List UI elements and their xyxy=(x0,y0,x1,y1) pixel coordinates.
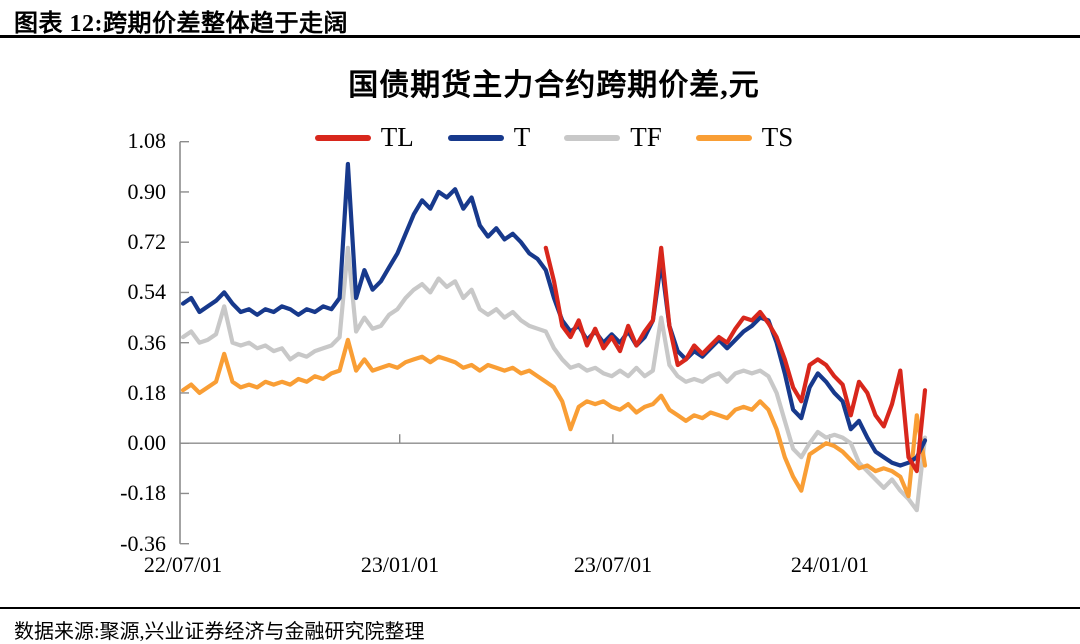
x-axis-label: 23/07/01 xyxy=(573,552,653,577)
data-source-note: 数据来源:聚源,兴业证券经济与金融研究院整理 xyxy=(14,621,425,643)
legend-label-t: T xyxy=(513,122,531,152)
figure-header: 图表 12:跨期价差整体趋于走阔 xyxy=(0,0,1080,38)
legend-line-swatch-tf xyxy=(564,134,621,141)
legend-item-ts: TS xyxy=(695,122,794,152)
legend-item-tf: TF xyxy=(564,124,662,151)
figure-footer: 数据来源:聚源,兴业证券经济与金融研究院整理 xyxy=(0,607,1080,644)
legend-line-swatch-tl xyxy=(314,134,371,141)
y-axis-label: 0.00 xyxy=(127,430,167,455)
x-axis-label: 23/01/01 xyxy=(360,552,440,577)
legend-line-swatch-ts xyxy=(695,134,752,141)
legend-label-tl: TL xyxy=(380,122,414,152)
figure-caption: 图表 12:跨期价差整体趋于走阔 xyxy=(14,11,348,37)
y-axis-label: -0.18 xyxy=(120,480,166,505)
series-line-tl xyxy=(543,245,928,474)
series-line-ts xyxy=(180,337,928,499)
chart-legend: TL T TF TS xyxy=(180,124,928,151)
legend-line-swatch-t xyxy=(447,134,504,141)
y-axis-label: 0.54 xyxy=(127,279,167,304)
chart-title: 国债期货主力合约跨期价差,元 xyxy=(348,69,760,102)
x-axis-label: 22/07/01 xyxy=(143,552,223,577)
y-axis-label: -0.36 xyxy=(120,531,166,556)
legend-label-ts: TS xyxy=(761,122,794,152)
series-line-tf xyxy=(180,245,928,513)
legend-label-tf: TF xyxy=(630,122,662,152)
y-axis-label: 0.72 xyxy=(127,229,167,254)
series-line-t xyxy=(180,161,928,468)
legend-item-tl: TL xyxy=(314,122,414,152)
y-axis-label: 0.18 xyxy=(127,380,167,405)
y-axis-label: 0.90 xyxy=(127,179,167,204)
legend-item-t: T xyxy=(447,122,531,152)
y-axis-label: 1.08 xyxy=(127,128,167,153)
y-axis-label: 0.36 xyxy=(127,330,167,355)
x-axis-label: 24/01/01 xyxy=(790,552,870,577)
